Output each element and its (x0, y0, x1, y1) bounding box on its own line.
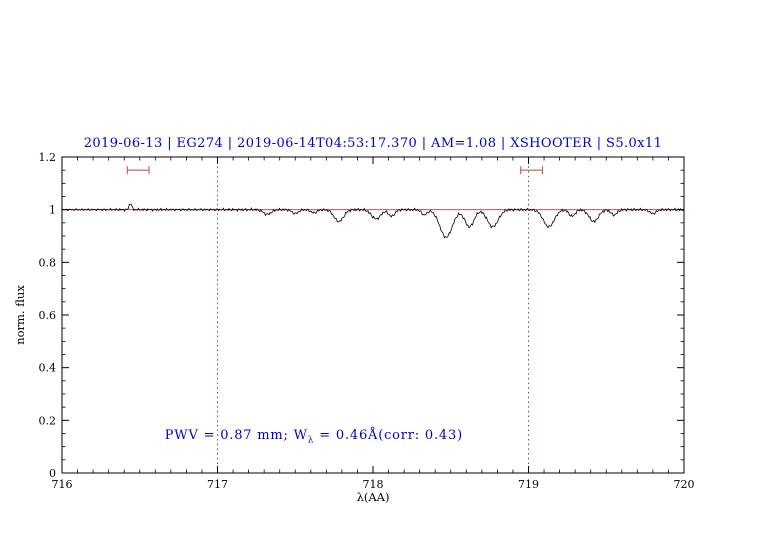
y-tick-label: 0.2 (39, 414, 57, 427)
pwv-annotation: PWV = 0.87 mm; Wλ = 0.46Å(corr: 0.43) (145, 413, 463, 461)
y-tick-label: 0.8 (39, 256, 57, 269)
x-axis-label: λ(AA) (356, 490, 390, 504)
plot-title: 2019-06-13 | EG274 | 2019-06-14T04:53:17… (83, 136, 663, 151)
x-tick-label: 720 (674, 478, 695, 491)
x-tick-label: 717 (207, 478, 228, 491)
y-tick-label: 0.6 (39, 309, 57, 322)
spectrum-line (61, 203, 684, 239)
y-tick-label: 0 (49, 467, 56, 480)
pwv-annotation-sub: λ (307, 435, 315, 446)
x-tick-label: 716 (52, 478, 73, 491)
y-tick-label: 1 (49, 204, 56, 217)
x-tick-label: 719 (518, 478, 539, 491)
y-tick-label: 1.2 (39, 151, 57, 164)
x-tick-label: 718 (363, 478, 384, 491)
pwv-annotation-suffix: = 0.46Å(corr: 0.43) (314, 428, 463, 443)
pwv-annotation-prefix: PWV = 0.87 mm; W (164, 428, 308, 443)
y-tick-label: 0.4 (39, 362, 57, 375)
